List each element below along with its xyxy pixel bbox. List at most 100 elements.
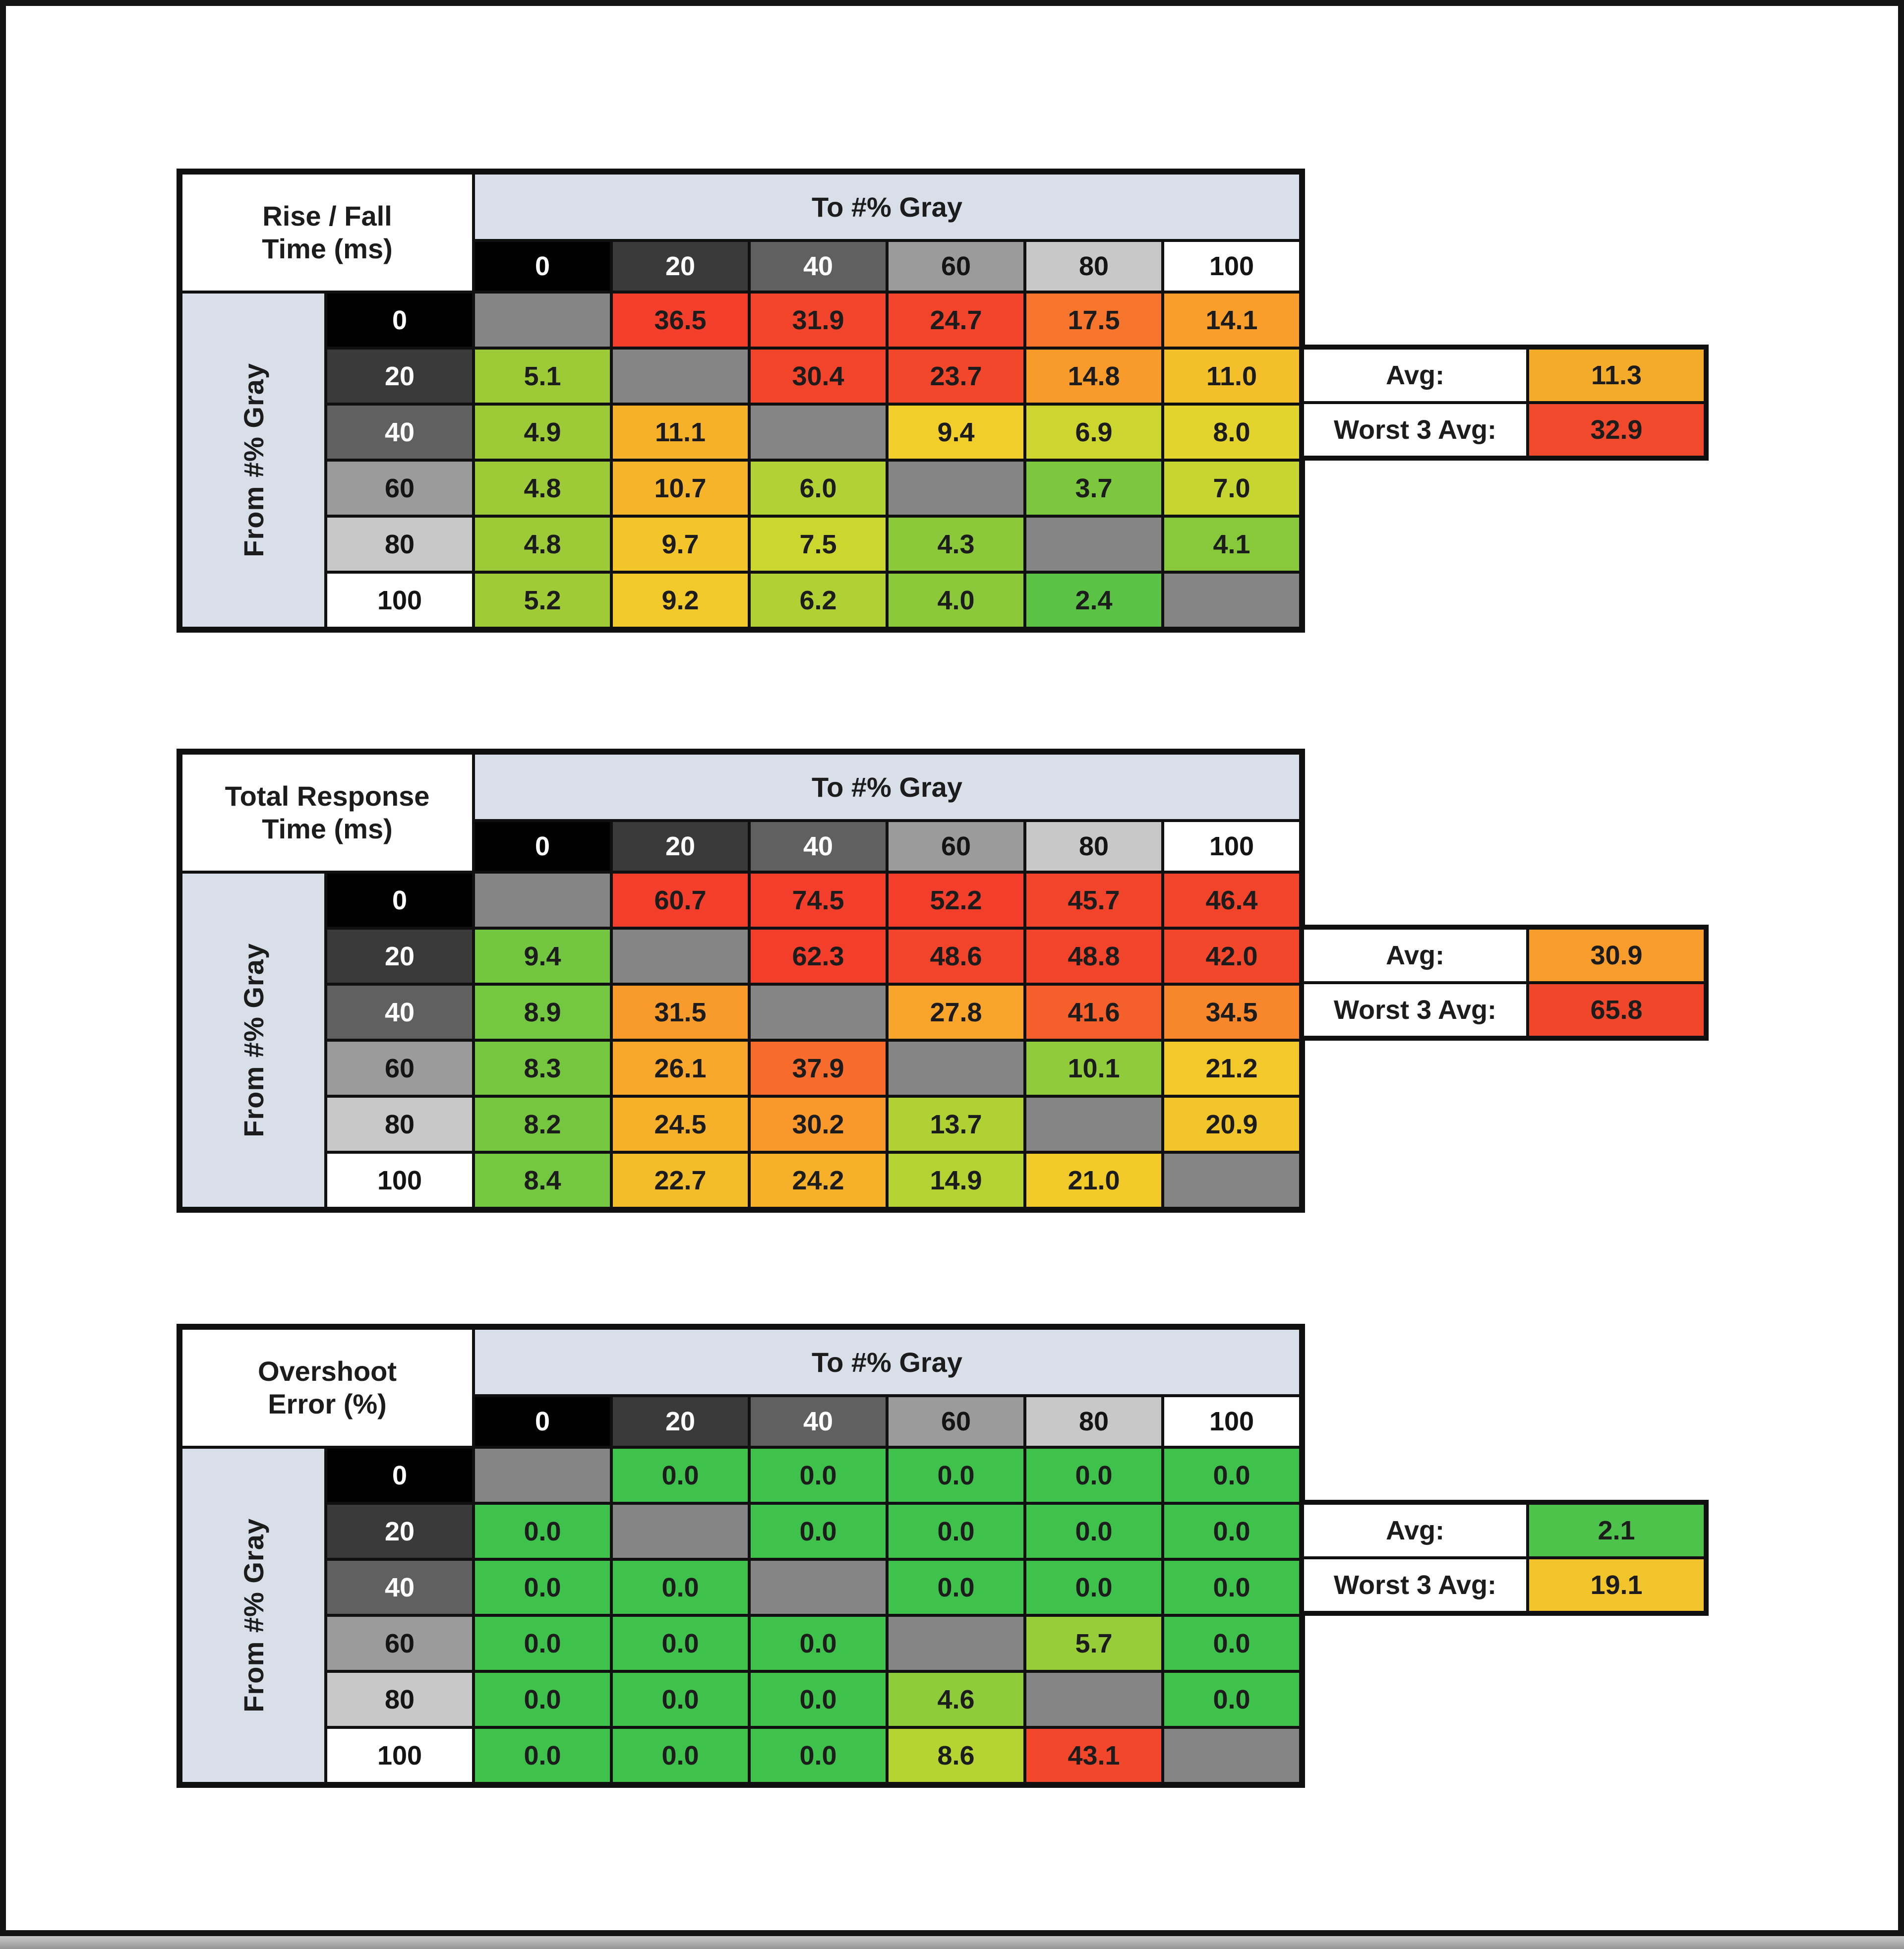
row-header-40: 40: [327, 1561, 472, 1614]
diagonal-cell-from-100-to-100: [1164, 1154, 1299, 1207]
diagonal-cell-from-0-to-0: [475, 294, 610, 347]
cell-from-60-to-0: 0.0: [475, 1617, 610, 1670]
table-grid-total-response-time: Total Response Time (ms) To #% Gray 0 20 40 60…: [177, 749, 1305, 1213]
cell-from-40-to-100: 8.0: [1164, 406, 1299, 459]
cell-from-40-to-60: 27.8: [889, 986, 1023, 1039]
banner-to-gray: To #% Gray: [475, 1330, 1299, 1394]
table-title-rise-fall-time: Rise / Fall Time (ms): [182, 175, 472, 291]
cell-from-40-to-0: 4.9: [475, 406, 610, 459]
diagonal-cell-from-20-to-20: [613, 930, 748, 983]
col-header-40: 40: [751, 822, 886, 871]
cell-from-80-to-60: 4.6: [889, 1673, 1023, 1726]
side-label-from-gray: From #% Gray: [182, 874, 324, 1207]
cell-from-0-to-40: 0.0: [751, 1449, 886, 1502]
cell-from-0-to-100: 0.0: [1164, 1449, 1299, 1502]
diagonal-cell-from-0-to-0: [475, 1449, 610, 1502]
cell-from-20-to-60: 48.6: [889, 930, 1023, 983]
cell-from-0-to-20: 60.7: [613, 874, 748, 927]
summary-box-total-response-time: Avg: 30.9 Worst 3 Avg: 65.8: [1299, 925, 1709, 1041]
worst3-label: Worst 3 Avg:: [1304, 984, 1526, 1036]
cell-from-0-to-20: 0.0: [613, 1449, 748, 1502]
summary-box-rise-fall-time: Avg: 11.3 Worst 3 Avg: 32.9: [1299, 345, 1709, 461]
diagonal-cell-from-20-to-20: [613, 350, 748, 403]
cell-from-80-to-60: 4.3: [889, 518, 1023, 571]
cell-from-60-to-100: 7.0: [1164, 462, 1299, 515]
worst3-value: 32.9: [1529, 404, 1704, 456]
diagonal-cell-from-60-to-60: [889, 1042, 1023, 1095]
cell-from-80-to-40: 0.0: [751, 1673, 886, 1726]
table-grid-overshoot-error: Overshoot Error (%) To #% Gray 0 20 40 60 80 100…: [177, 1324, 1305, 1788]
cell-from-80-to-100: 20.9: [1164, 1098, 1299, 1151]
summary-box-overshoot-error: Avg: 2.1 Worst 3 Avg: 19.1: [1299, 1500, 1709, 1616]
cell-from-80-to-20: 24.5: [613, 1098, 748, 1151]
table-rise-fall-time: Rise / Fall Time (ms) To #% Gray 0 20 40 60 80 1…: [177, 169, 1709, 633]
cell-from-40-to-100: 0.0: [1164, 1561, 1299, 1614]
cell-from-0-to-80: 17.5: [1026, 294, 1161, 347]
col-header-60: 60: [889, 242, 1023, 291]
diagonal-cell-from-100-to-100: [1164, 1729, 1299, 1782]
table-title-line2: Error (%): [268, 1388, 387, 1419]
side-label-text: From #% Gray: [238, 363, 269, 557]
cell-from-0-to-60: 0.0: [889, 1449, 1023, 1502]
cell-from-20-to-80: 48.8: [1026, 930, 1161, 983]
cell-from-40-to-80: 6.9: [1026, 406, 1161, 459]
row-header-20: 20: [327, 350, 472, 403]
row-header-80: 80: [327, 1098, 472, 1151]
side-label-from-gray: From #% Gray: [182, 294, 324, 627]
diagonal-cell-from-0-to-0: [475, 874, 610, 927]
row-header-40: 40: [327, 406, 472, 459]
cell-from-100-to-40: 24.2: [751, 1154, 886, 1207]
cell-from-80-to-0: 0.0: [475, 1673, 610, 1726]
diagonal-cell-from-20-to-20: [613, 1505, 748, 1558]
cell-from-60-to-20: 0.0: [613, 1617, 748, 1670]
col-header-40: 40: [751, 1397, 886, 1446]
row-header-60: 60: [327, 462, 472, 515]
cell-from-80-to-100: 0.0: [1164, 1673, 1299, 1726]
cell-from-40-to-20: 31.5: [613, 986, 748, 1039]
col-header-80: 80: [1026, 1397, 1161, 1446]
col-header-100: 100: [1164, 1397, 1299, 1446]
cell-from-80-to-60: 13.7: [889, 1098, 1023, 1151]
cell-from-20-to-0: 9.4: [475, 930, 610, 983]
col-header-100: 100: [1164, 242, 1299, 291]
cell-from-0-to-20: 36.5: [613, 294, 748, 347]
cell-from-40-to-20: 11.1: [613, 406, 748, 459]
cell-from-40-to-100: 34.5: [1164, 986, 1299, 1039]
cell-from-20-to-40: 30.4: [751, 350, 886, 403]
col-header-20: 20: [613, 242, 748, 291]
cell-from-40-to-60: 0.0: [889, 1561, 1023, 1614]
cell-from-60-to-20: 26.1: [613, 1042, 748, 1095]
diagonal-cell-from-40-to-40: [751, 406, 886, 459]
banner-to-gray: To #% Gray: [475, 755, 1299, 819]
cell-from-60-to-80: 3.7: [1026, 462, 1161, 515]
row-header-0: 0: [327, 294, 472, 347]
worst3-label: Worst 3 Avg:: [1304, 404, 1526, 456]
cell-from-40-to-0: 8.9: [475, 986, 610, 1039]
cell-from-20-to-100: 11.0: [1164, 350, 1299, 403]
cell-from-20-to-80: 0.0: [1026, 1505, 1161, 1558]
cell-from-100-to-0: 5.2: [475, 574, 610, 627]
cell-from-60-to-80: 5.7: [1026, 1617, 1161, 1670]
col-header-60: 60: [889, 822, 1023, 871]
avg-label: Avg:: [1304, 350, 1526, 401]
row-header-80: 80: [327, 1673, 472, 1726]
cell-from-20-to-0: 5.1: [475, 350, 610, 403]
col-header-80: 80: [1026, 242, 1161, 291]
table-title-line1: Overshoot: [257, 1355, 397, 1387]
side-label-from-gray: From #% Gray: [182, 1449, 324, 1782]
cell-from-40-to-80: 41.6: [1026, 986, 1161, 1039]
row-header-0: 0: [327, 1449, 472, 1502]
cell-from-60-to-100: 0.0: [1164, 1617, 1299, 1670]
cell-from-100-to-60: 8.6: [889, 1729, 1023, 1782]
diagonal-cell-from-60-to-60: [889, 1617, 1023, 1670]
row-header-100: 100: [327, 574, 472, 627]
worst3-label: Worst 3 Avg:: [1304, 1559, 1526, 1611]
cell-from-80-to-100: 4.1: [1164, 518, 1299, 571]
cell-from-40-to-20: 0.0: [613, 1561, 748, 1614]
diagonal-cell-from-40-to-40: [751, 1561, 886, 1614]
cell-from-100-to-40: 6.2: [751, 574, 886, 627]
cell-from-80-to-0: 4.8: [475, 518, 610, 571]
cell-from-60-to-100: 21.2: [1164, 1042, 1299, 1095]
cell-from-20-to-40: 0.0: [751, 1505, 886, 1558]
avg-value: 30.9: [1529, 930, 1704, 981]
